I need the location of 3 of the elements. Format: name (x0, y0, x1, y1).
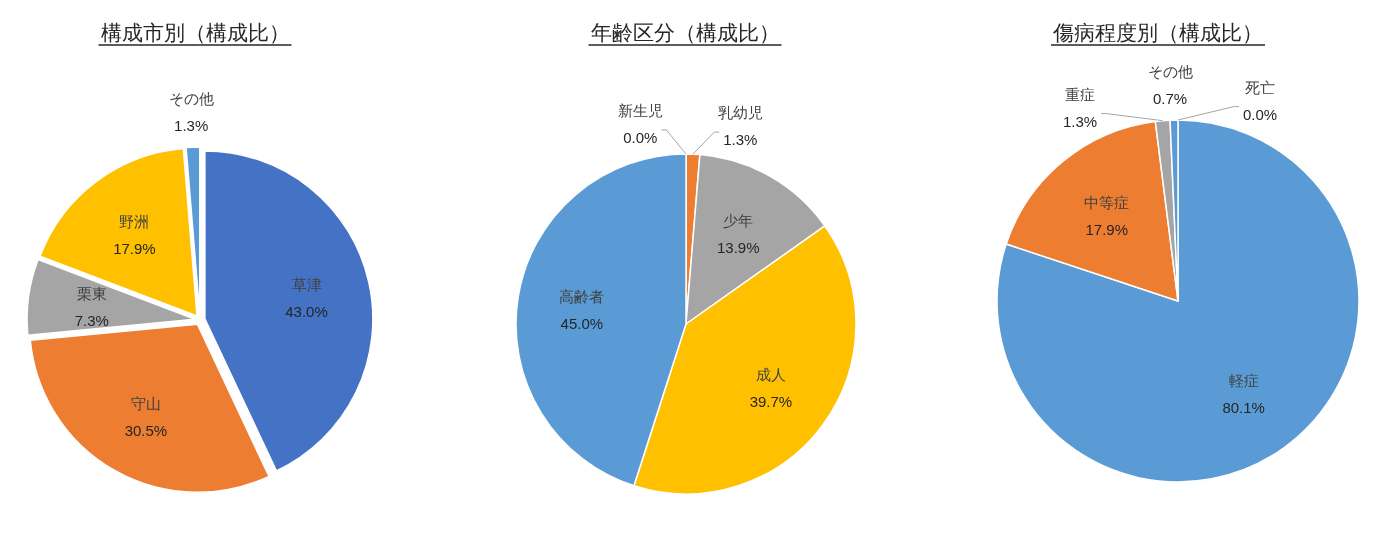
title: 傷病程度別（構成比） (1053, 21, 1263, 44)
title: 年齢区分（構成比） (590, 21, 780, 44)
title: 構成市別（構成比） (100, 21, 290, 44)
